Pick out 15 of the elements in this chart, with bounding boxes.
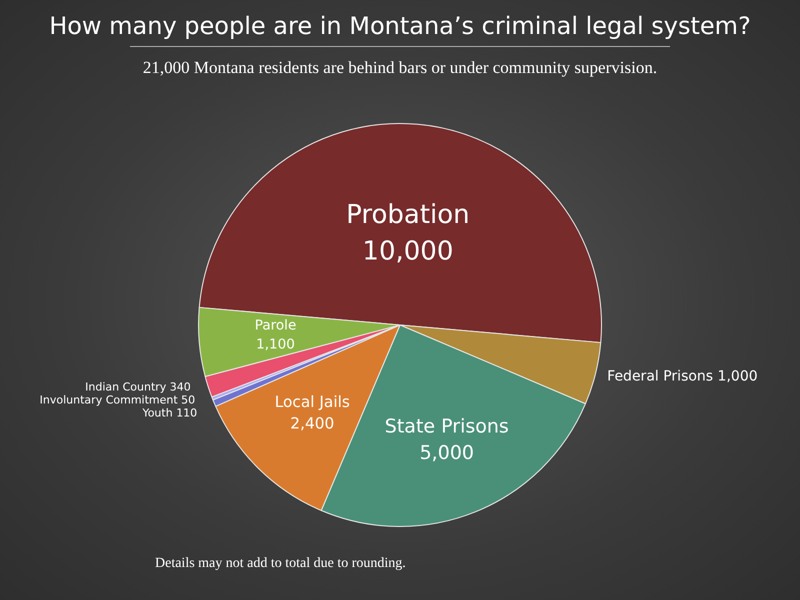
- slice-label: Youth 110: [141, 406, 198, 420]
- data-label: 2,400: [290, 414, 334, 433]
- chart-title: How many people are in Montana’s criminal legal system?: [48, 12, 752, 40]
- slice-label: Involuntary Commitment 50: [40, 394, 196, 407]
- slice-label: Federal Prisons 1,000: [607, 368, 758, 384]
- data-label: 1,100: [256, 336, 295, 353]
- slice-label: Parole: [254, 318, 296, 334]
- slice-label: State Prisons: [384, 415, 509, 438]
- data-label: 5,000: [420, 442, 474, 464]
- data-label: 10,000: [362, 236, 454, 267]
- slice-label: Indian Country 340: [85, 380, 191, 394]
- chart-subtitle: 21,000 Montana residents are behind bars or under community supervision.: [142, 58, 658, 78]
- slice-label: Local Jails: [274, 393, 350, 412]
- slice-label: Probation: [346, 200, 470, 230]
- text: Details may not add to total due to rounding.: [155, 556, 406, 572]
